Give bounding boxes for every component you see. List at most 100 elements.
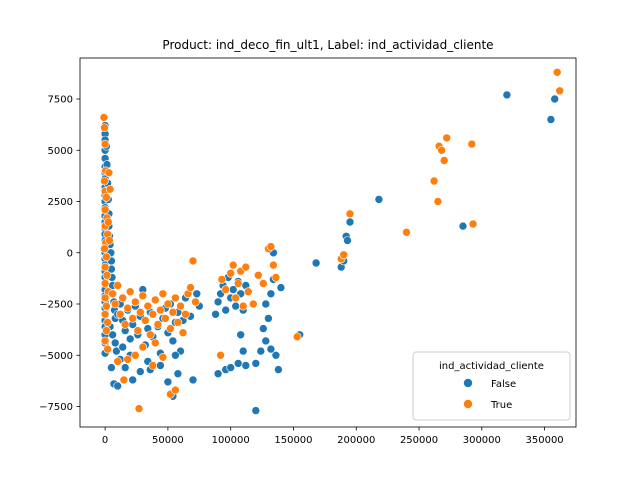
points-layer (99, 68, 565, 415)
x-tick-label: 300000 (463, 435, 501, 446)
data-point-true-12 (100, 244, 109, 253)
data-point-false-93 (163, 377, 173, 387)
data-point-true-82 (238, 301, 248, 311)
data-point-true-58 (181, 309, 190, 319)
y-tick-label: 7500 (48, 95, 73, 106)
x-tick-label: 0 (102, 435, 108, 446)
data-point-true-60 (186, 283, 195, 292)
data-point-false-144 (374, 195, 384, 204)
data-point-true-22 (102, 326, 111, 335)
data-point-false-134 (276, 283, 286, 292)
data-point-true-48 (156, 305, 165, 315)
data-point-true-62 (191, 297, 200, 307)
data-point-true-4 (100, 176, 109, 186)
data-point-false-122 (241, 361, 251, 370)
data-point-true-67 (158, 352, 168, 362)
data-point-false-124 (256, 346, 266, 356)
legend-title: ind_actividad_cliente (439, 361, 544, 372)
data-point-false-57 (113, 381, 122, 391)
data-point-true-56 (176, 301, 185, 311)
data-point-true-84 (244, 287, 253, 297)
data-point-true-50 (161, 314, 170, 323)
data-point-true-42 (141, 316, 150, 325)
data-point-false-55 (107, 363, 116, 372)
data-point-true-66 (148, 361, 158, 370)
data-point-true-46 (151, 295, 160, 305)
x-tick-label: 200000 (337, 435, 375, 446)
data-point-false-65 (125, 334, 135, 344)
data-point-false-123 (251, 359, 261, 368)
data-point-false-121 (238, 346, 248, 356)
data-point-true-13 (102, 252, 111, 262)
data-point-false-142 (343, 236, 352, 245)
data-point-true-87 (258, 279, 268, 288)
data-point-false-53 (110, 338, 120, 348)
data-point-false-90 (136, 367, 145, 376)
data-point-false-104 (213, 297, 223, 307)
data-point-true-92 (292, 332, 302, 342)
data-point-true-63 (123, 355, 132, 364)
data-point-true-77 (226, 268, 235, 278)
data-point-true-34 (120, 320, 130, 329)
data-point-false-138 (311, 258, 321, 268)
data-point-true-38 (131, 297, 140, 307)
data-point-false-128 (261, 299, 271, 309)
data-point-true-53 (168, 307, 178, 317)
data-point-true-83 (241, 262, 251, 272)
data-point-true-41 (138, 291, 148, 301)
data-point-true-65 (138, 342, 148, 352)
data-point-true-21 (103, 318, 112, 327)
data-point-true-43 (143, 301, 153, 311)
data-point-true-76 (221, 285, 230, 294)
data-point-true-75 (217, 275, 227, 284)
y-tick-label: −5000 (39, 351, 73, 362)
data-point-false-132 (271, 350, 281, 360)
data-point-true-30 (110, 299, 120, 309)
data-point-true-71 (134, 404, 144, 413)
data-point-true-90 (269, 260, 278, 270)
data-point-true-28 (105, 236, 114, 245)
data-point-true-106 (555, 86, 565, 96)
data-point-true-80 (233, 279, 243, 288)
data-point-true-26 (105, 184, 115, 194)
data-point-true-91 (271, 273, 281, 282)
data-point-false-52 (108, 330, 117, 340)
data-point-true-78 (228, 260, 238, 270)
data-point-false-147 (546, 115, 556, 124)
data-point-true-16 (100, 279, 110, 288)
data-point-true-51 (163, 299, 173, 309)
data-point-true-52 (166, 324, 175, 333)
data-point-true-101 (439, 156, 449, 165)
data-point-false-118 (226, 363, 235, 372)
x-tick-label: 100000 (212, 435, 250, 446)
plot-frame (79, 57, 577, 428)
data-point-true-23 (100, 336, 110, 346)
data-point-true-29 (108, 289, 117, 299)
data-point-true-32 (115, 309, 125, 319)
axes-layer: 0 50000 100000 150000 200000 250000 300000 3500… (39, 57, 577, 446)
legend-label-true: True (490, 400, 512, 411)
data-point-false-127 (264, 314, 273, 323)
data-point-false-82 (168, 336, 178, 346)
data-point-true-2 (100, 139, 110, 149)
data-point-false-116 (213, 369, 223, 379)
data-point-true-31 (113, 281, 122, 290)
data-point-true-72 (113, 357, 122, 366)
data-point-true-15 (102, 270, 112, 280)
data-point-true-1 (100, 123, 109, 132)
data-point-false-136 (251, 406, 261, 415)
data-point-true-86 (253, 270, 263, 280)
data-point-true-18 (100, 293, 110, 303)
data-point-false-126 (261, 336, 271, 346)
data-point-false-98 (171, 350, 180, 360)
data-point-true-25 (104, 168, 114, 178)
data-point-true-40 (136, 307, 145, 317)
data-point-false-135 (266, 344, 276, 354)
data-point-true-37 (128, 314, 137, 323)
chart-title: Product: ind_deco_fin_ult1, Label: ind_a… (162, 38, 493, 52)
data-point-true-103 (467, 139, 477, 149)
data-point-false-102 (192, 289, 202, 299)
data-point-true-45 (148, 309, 158, 319)
data-point-false-111 (231, 301, 240, 311)
data-point-true-6 (102, 193, 111, 202)
